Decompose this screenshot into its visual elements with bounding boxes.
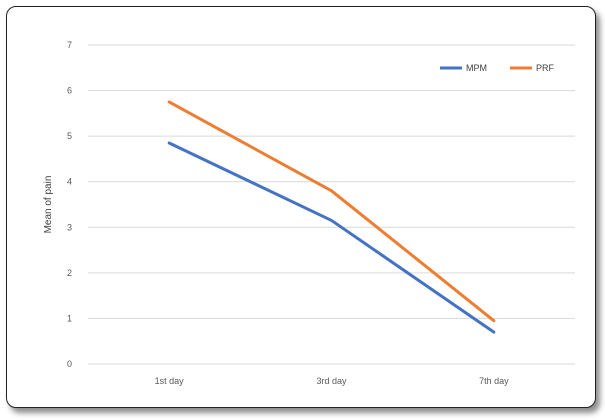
- x-tick-label: 7th day: [479, 376, 509, 386]
- y-tick-label: 0: [67, 359, 72, 369]
- y-axis-ticks: 0 1 2 3 4 5 6 7: [67, 40, 72, 369]
- y-axis-label: Mean of pain: [43, 176, 54, 234]
- series-line-mpm: [167, 141, 496, 334]
- x-axis-ticks: 1st day 3rd day 7th day: [155, 376, 509, 386]
- series-line-prf: [167, 100, 496, 323]
- y-tick-label: 3: [67, 222, 72, 232]
- y-tick-label: 6: [67, 86, 72, 96]
- y-tick-label: 5: [67, 131, 72, 141]
- x-tick-label: 3rd day: [316, 376, 347, 386]
- y-tick-label: 7: [67, 40, 72, 50]
- grid-lines: [88, 44, 575, 365]
- series-lines: [167, 100, 496, 334]
- legend: MPM PRF: [440, 63, 555, 73]
- legend-label-mpm: MPM: [466, 63, 487, 73]
- y-tick-label: 1: [67, 313, 72, 323]
- legend-label-prf: PRF: [536, 63, 555, 73]
- y-tick-label: 2: [67, 268, 72, 278]
- x-tick-label: 1st day: [155, 376, 185, 386]
- y-tick-label: 4: [67, 177, 72, 187]
